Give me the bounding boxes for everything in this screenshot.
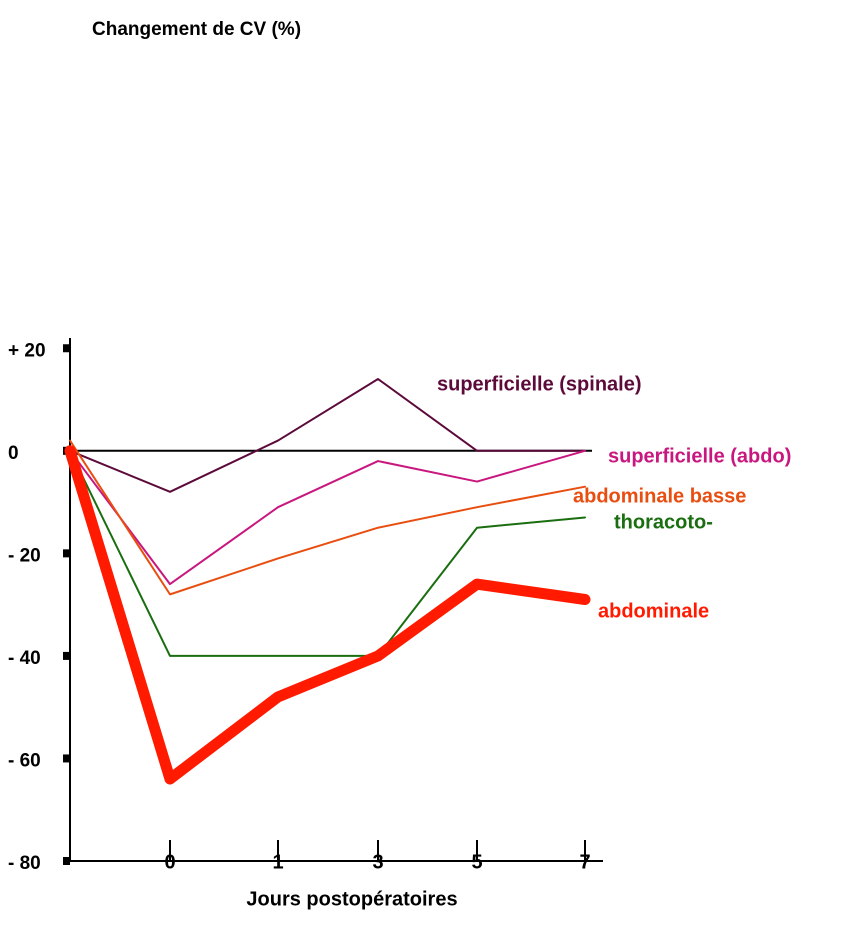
series-line (69, 449, 586, 586)
y-tick-label: - 20 (8, 545, 41, 566)
series-line (69, 439, 586, 596)
chart-title: Changement de CV (%) (92, 19, 301, 40)
y-tick-label: - 60 (8, 750, 41, 771)
x-axis-label: Jours postopératoires (246, 888, 457, 910)
x-tick-label: 5 (471, 851, 482, 873)
y-tick-label: - 40 (8, 648, 41, 669)
y-tick-mark (63, 857, 70, 865)
y-tick-label: + 20 (8, 340, 46, 361)
series-line (64, 445, 591, 785)
y-tick-mark (63, 754, 70, 763)
x-tick-label: 7 (579, 851, 590, 873)
y-tick-label: 0 (8, 443, 19, 464)
x-tick-label: 3 (372, 851, 383, 873)
y-tick-label: - 80 (8, 853, 41, 874)
y-tick-mark (63, 651, 70, 660)
series-line (69, 378, 586, 493)
y-tick-mark (63, 549, 70, 558)
series-line (69, 449, 586, 657)
y-tick-mark (63, 344, 70, 353)
x-tick-label: 0 (164, 851, 175, 873)
series-label: thoracoto- (614, 511, 713, 533)
series-label: abdominale (598, 600, 709, 622)
series-label: superficielle (spinale) (437, 373, 642, 395)
series-label: superficielle (abdo) (608, 445, 791, 467)
series-label: abdominale basse (573, 485, 746, 507)
x-tick-label: 1 (272, 851, 283, 873)
